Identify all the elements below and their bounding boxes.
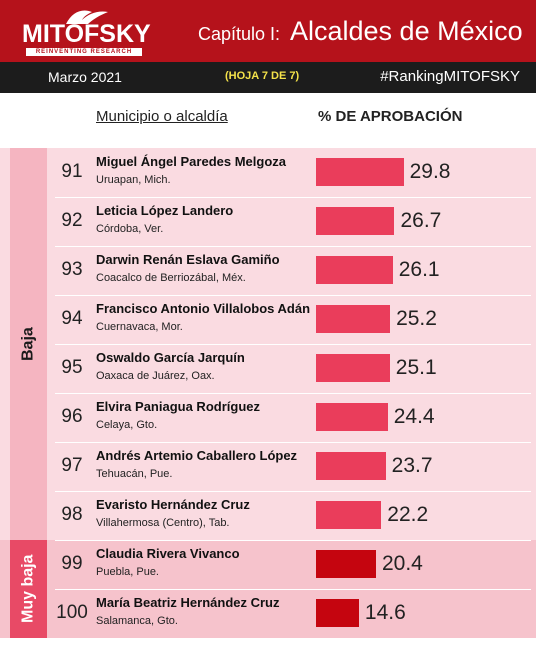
- rank-number: 92: [61, 210, 83, 231]
- municipality-name: Salamanca, Gto.: [96, 615, 178, 627]
- logo-text: MITOFSKY: [22, 20, 151, 48]
- approval-value: 25.1: [395, 356, 437, 379]
- municipality-name: Puebla, Pue.: [96, 566, 159, 578]
- municipality-name: Villahermosa (Centro), Tab.: [96, 517, 230, 529]
- approval-bar: [316, 305, 391, 333]
- rank-number: 98: [61, 504, 83, 525]
- table-row: 96 Elvira Paniagua Rodríguez Celaya, Gto. 2…: [0, 395, 536, 440]
- approval-value: 23.7: [391, 454, 433, 477]
- rank-number: 91: [61, 161, 83, 182]
- municipality-name: Cuernavaca, Mor.: [96, 321, 183, 333]
- approval-value: 14.6: [364, 601, 406, 624]
- mayor-name: María Beatriz Hernández Cruz: [96, 595, 280, 610]
- rank-number: 100: [56, 602, 88, 623]
- rank-number: 97: [61, 455, 83, 476]
- mayor-name: Francisco Antonio Villalobos Adán: [96, 301, 311, 316]
- group-strip: [10, 148, 47, 540]
- row-divider: [55, 344, 531, 345]
- mayor-name: Evaristo Hernández Cruz: [96, 497, 250, 512]
- mayor-name: Claudia Rivera Vivanco: [96, 546, 240, 561]
- table-row: 94 Francisco Antonio Villalobos Adán Cuern…: [0, 297, 536, 342]
- approval-bar: [316, 354, 390, 382]
- row-divider: [55, 295, 531, 296]
- approval-bar: [316, 207, 395, 235]
- row-divider: [55, 491, 531, 492]
- page-title: Alcaldes de México: [290, 16, 523, 46]
- table-row: 97 Andrés Artemio Caballero López Tehuacán…: [0, 444, 536, 489]
- table-row: 100 María Beatriz Hernández Cruz Salamanca…: [0, 591, 536, 636]
- table-row: 99 Claudia Rivera Vivanco Puebla, Pue. 20.4: [0, 542, 536, 587]
- approval-bar: [316, 403, 388, 431]
- approval-value: 25.2: [396, 307, 437, 330]
- group-strip: [10, 540, 47, 638]
- column-header-municipio: Municipio o alcaldía: [96, 108, 228, 125]
- mayor-name: Elvira Paniagua Rodríguez: [96, 399, 260, 414]
- logo-subtitle: REINVENTING RESEARCH: [26, 48, 142, 56]
- table-row: 91 Miguel Ángel Paredes Melgoza Uruapan, M…: [0, 150, 536, 195]
- approval-bar: [316, 501, 382, 529]
- row-divider: [55, 393, 531, 394]
- municipality-name: Oaxaca de Juárez, Oax.: [96, 370, 215, 382]
- approval-value: 26.7: [400, 209, 442, 232]
- info-bar: Marzo 2021 (HOJA 7 DE 7) #RankingMITOFSK…: [0, 62, 536, 93]
- table-row: 98 Evaristo Hernández Cruz Villahermosa (C…: [0, 493, 536, 538]
- municipality-name: Tehuacán, Pue.: [96, 468, 173, 480]
- approval-value: 20.4: [381, 552, 423, 575]
- column-header-aprobacion: % DE APROBACIÓN: [318, 108, 463, 125]
- approval-bar: [316, 158, 404, 186]
- rank-number: 99: [61, 553, 83, 574]
- sheet-indicator: (HOJA 7 DE 7): [225, 70, 300, 82]
- hashtag-label: #RankingMITOFSKY: [380, 68, 520, 85]
- mayor-name: Darwin Renán Eslava Gamiño: [96, 252, 280, 267]
- mitofsky-logo: MITOFSKY REINVENTING RESEARCH: [22, 6, 151, 58]
- municipality-name: Córdoba, Ver.: [96, 223, 164, 235]
- approval-value: 26.1: [398, 258, 440, 281]
- rank-number: 95: [61, 357, 83, 378]
- row-divider: [55, 540, 531, 541]
- table-row: 92 Leticia López Landero Córdoba, Ver. 26.7: [0, 199, 536, 244]
- header-bar: MITOFSKY REINVENTING RESEARCH Capítulo I…: [0, 0, 536, 62]
- approval-value: 22.2: [387, 503, 429, 526]
- approval-bar: [316, 550, 376, 578]
- mayor-name: Oswaldo García Jarquín: [96, 350, 245, 365]
- approval-bar: [316, 599, 359, 627]
- row-divider: [55, 246, 531, 247]
- table-row: 95 Oswaldo García Jarquín Oaxaca de Juárez…: [0, 346, 536, 391]
- row-divider: [55, 589, 531, 590]
- row-divider: [55, 197, 531, 198]
- mayor-name: Miguel Ángel Paredes Melgoza: [96, 154, 286, 169]
- row-divider: [55, 442, 531, 443]
- table-row: 93 Darwin Renán Eslava Gamiño Coacalco de …: [0, 248, 536, 293]
- approval-bar: [316, 256, 393, 284]
- municipality-name: Uruapan, Mich.: [96, 174, 171, 186]
- municipality-name: Coacalco de Berriozábal, Méx.: [96, 272, 246, 284]
- rank-number: 94: [61, 308, 83, 329]
- approval-value: 29.8: [409, 160, 451, 183]
- approval-value: 24.4: [393, 405, 435, 428]
- chapter-label: Capítulo I:: [198, 24, 281, 44]
- mayor-name: Andrés Artemio Caballero López: [96, 448, 298, 463]
- date-label: Marzo 2021: [48, 69, 122, 85]
- mayor-name: Leticia López Landero: [96, 203, 234, 218]
- rank-number: 93: [61, 259, 83, 280]
- bird-logo-icon: [66, 10, 108, 24]
- approval-bar: [316, 452, 386, 480]
- rank-number: 96: [61, 406, 83, 427]
- municipality-name: Celaya, Gto.: [96, 419, 158, 431]
